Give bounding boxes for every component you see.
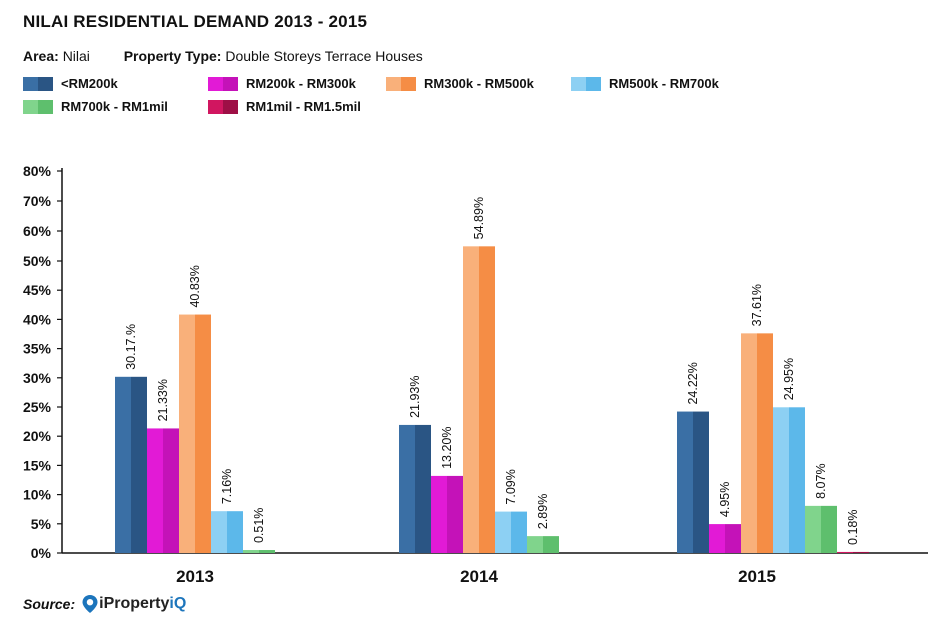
legend-swatch bbox=[386, 76, 416, 91]
bar bbox=[399, 424, 415, 553]
y-tick-label: 40% bbox=[23, 311, 52, 327]
x-category-label: 2015 bbox=[738, 567, 776, 586]
legend-label: RM500k - RM700k bbox=[609, 76, 719, 91]
bar bbox=[837, 551, 853, 553]
bar bbox=[495, 511, 511, 553]
data-label: 40.83% bbox=[188, 265, 202, 307]
data-label: 30.17.% bbox=[124, 324, 138, 370]
y-tick-label: 35% bbox=[23, 341, 52, 357]
bar bbox=[773, 407, 789, 553]
data-label: 21.33% bbox=[156, 379, 170, 421]
bar-shade bbox=[415, 424, 431, 553]
data-label: 7.09% bbox=[504, 469, 518, 504]
chart-subtitle: Area: Nilai Property Type: Double Storey… bbox=[23, 48, 423, 64]
brand-suffix: iQ bbox=[169, 595, 187, 612]
area-value: Nilai bbox=[62, 48, 90, 64]
bar-shade bbox=[163, 428, 179, 553]
bar bbox=[805, 505, 821, 553]
y-tick-label: 30% bbox=[23, 370, 52, 386]
bar-shade bbox=[543, 536, 559, 553]
bar-shade bbox=[789, 407, 805, 553]
bar-shade bbox=[853, 551, 869, 553]
data-label: 8.07% bbox=[814, 463, 828, 498]
bar bbox=[243, 550, 259, 553]
legend-item-rm1mil-rm1-5mil: RM1mil - RM1.5mil bbox=[208, 99, 361, 114]
bar bbox=[179, 314, 195, 553]
bar bbox=[115, 376, 131, 553]
bar-shade bbox=[757, 333, 773, 553]
bar bbox=[677, 411, 693, 553]
data-label: 0.51% bbox=[252, 508, 266, 543]
x-category-label: 2014 bbox=[460, 567, 498, 586]
property-type-value: Double Storeys Terrace Houses bbox=[225, 48, 423, 64]
brand-name: iProperty bbox=[99, 595, 170, 612]
bar bbox=[147, 428, 163, 553]
bar-shade bbox=[195, 314, 211, 553]
y-tick-label: 80% bbox=[23, 163, 52, 179]
legend-item-rm700k-rm1mil: RM700k - RM1mil bbox=[23, 99, 168, 114]
data-label: 24.95% bbox=[782, 358, 796, 400]
y-tick-label: 20% bbox=[23, 428, 52, 444]
source-label: Source: bbox=[23, 596, 76, 612]
bar bbox=[709, 524, 725, 553]
iproperty-logo: iPropertyiQ bbox=[81, 594, 186, 614]
legend-label: RM700k - RM1mil bbox=[61, 99, 168, 114]
data-label: 24.22% bbox=[686, 362, 700, 404]
legend-label: RM1mil - RM1.5mil bbox=[246, 99, 361, 114]
legend-swatch bbox=[23, 76, 53, 91]
data-label: 37.61% bbox=[750, 284, 764, 326]
bar-shade bbox=[259, 550, 275, 553]
y-tick-label: 45% bbox=[23, 282, 52, 298]
data-label: 21.93% bbox=[408, 376, 422, 418]
legend-label: <RM200k bbox=[61, 76, 118, 91]
data-label: 0.18% bbox=[846, 509, 860, 544]
x-category-label: 2013 bbox=[176, 567, 214, 586]
bar bbox=[211, 511, 227, 553]
bar-shade bbox=[447, 475, 463, 553]
chart-title: NILAI RESIDENTIAL DEMAND 2013 - 2015 bbox=[23, 12, 368, 31]
y-tick-label: 15% bbox=[23, 457, 52, 473]
bar-shade bbox=[693, 411, 709, 553]
y-tick-label: 0% bbox=[31, 545, 52, 561]
y-tick-label: 70% bbox=[23, 193, 52, 209]
data-label: 4.95% bbox=[718, 482, 732, 517]
legend-label: RM200k - RM300k bbox=[246, 76, 356, 91]
property-type-label: Property Type: bbox=[123, 48, 222, 64]
area-label: Area: bbox=[23, 48, 59, 64]
bar bbox=[463, 246, 479, 553]
y-tick-label: 10% bbox=[23, 487, 52, 503]
y-tick-label: 25% bbox=[23, 399, 52, 415]
y-tick-label: 60% bbox=[23, 223, 52, 239]
legend-swatch bbox=[208, 99, 238, 114]
data-label: 2.89% bbox=[536, 494, 550, 529]
location-pin-icon bbox=[82, 595, 98, 613]
bar-shade bbox=[821, 505, 837, 553]
bar bbox=[741, 333, 757, 553]
y-tick-label: 50% bbox=[23, 253, 52, 269]
legend-item-rm300k-rm500k: RM300k - RM500k bbox=[386, 76, 534, 91]
bar-shade bbox=[511, 511, 527, 553]
legend-item-rm200k-below: <RM200k bbox=[23, 76, 118, 91]
data-label: 54.89% bbox=[472, 197, 486, 239]
legend-item-rm200k-rm300k: RM200k - RM300k bbox=[208, 76, 356, 91]
legend-label: RM300k - RM500k bbox=[424, 76, 534, 91]
data-label: 7.16% bbox=[220, 469, 234, 504]
data-label: 13.20% bbox=[440, 427, 454, 469]
source-line: Source: iPropertyiQ bbox=[23, 594, 186, 614]
bar-shade bbox=[227, 511, 243, 553]
y-tick-label: 5% bbox=[31, 516, 52, 532]
bar bbox=[431, 475, 447, 553]
legend-swatch bbox=[571, 76, 601, 91]
legend-item-rm500k-rm700k: RM500k - RM700k bbox=[571, 76, 719, 91]
bar-shade bbox=[131, 376, 147, 553]
bar-shade bbox=[725, 524, 741, 553]
legend-swatch bbox=[208, 76, 238, 91]
bar bbox=[527, 536, 543, 553]
legend-swatch bbox=[23, 99, 53, 114]
bar-shade bbox=[479, 246, 495, 553]
